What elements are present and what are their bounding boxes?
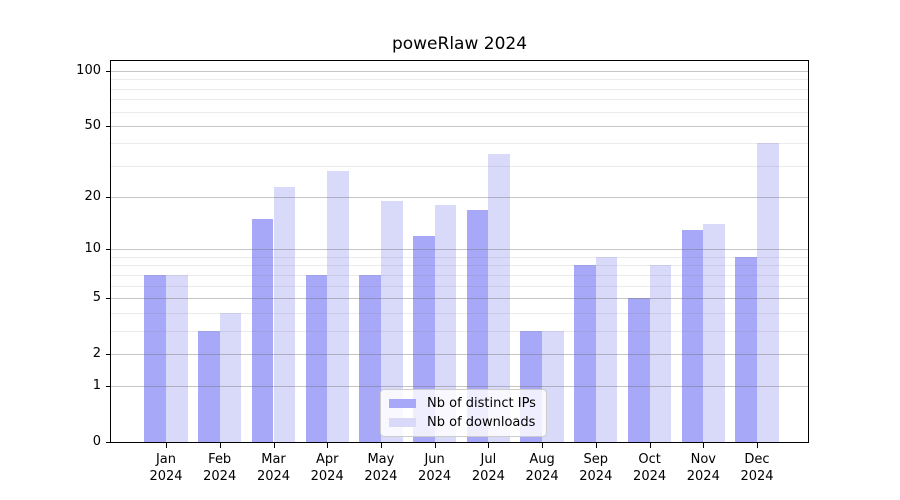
gridline-minor bbox=[111, 265, 808, 267]
bar-downloads bbox=[757, 143, 779, 442]
x-tick-mark bbox=[166, 443, 167, 448]
x-axis-tick-label: Oct 2024 bbox=[633, 452, 667, 484]
bar-distinct-ips bbox=[627, 297, 650, 442]
bar-downloads bbox=[434, 205, 457, 442]
x-axis-tick-label: Feb 2024 bbox=[203, 452, 237, 484]
x-tick-mark bbox=[488, 443, 490, 448]
x-tick-mark bbox=[542, 443, 544, 448]
bar-downloads bbox=[166, 274, 188, 442]
y-axis-tick-label: 2 bbox=[92, 345, 101, 361]
y-axis-tick-label: 100 bbox=[76, 62, 101, 78]
bar-distinct-ips bbox=[359, 274, 381, 442]
plot-area: 100 50 20 10 5 2 1 0 Jan 2024 Feb 2024 Mar 2024 Apr… bbox=[76, 60, 809, 484]
y-tick-mark bbox=[106, 386, 110, 388]
y-axis-tick-label: 20 bbox=[84, 189, 101, 205]
bar-downloads bbox=[488, 153, 511, 442]
gridline-minor bbox=[111, 330, 808, 332]
x-tick-mark bbox=[757, 443, 758, 448]
x-tick-mark bbox=[273, 443, 275, 448]
x-tick-mark bbox=[649, 443, 651, 448]
y-axis-tick-label: 0 bbox=[92, 434, 101, 449]
bar-distinct-ips bbox=[144, 274, 166, 442]
bar-distinct-ips bbox=[574, 265, 596, 442]
chart-title: poweRlaw 2024 bbox=[391, 34, 528, 54]
y-tick-mark bbox=[106, 197, 110, 199]
y-axis-tick-label: 50 bbox=[84, 117, 101, 133]
x-axis-tick-label: Aug 2024 bbox=[525, 452, 559, 484]
gridline-major bbox=[111, 353, 808, 355]
x-tick-mark bbox=[327, 443, 329, 448]
bar-distinct-ips bbox=[198, 330, 220, 442]
legend-entry-downloads: Nb of downloads bbox=[389, 415, 538, 430]
x-axis-tick-label: Jan 2024 bbox=[149, 452, 183, 484]
gridline-minor bbox=[111, 274, 808, 276]
bar-downloads bbox=[542, 330, 564, 442]
y-tick-mark bbox=[106, 297, 110, 299]
x-axis-tick-label: Apr 2024 bbox=[310, 452, 344, 484]
x-axis-tick-label: Sep 2024 bbox=[579, 452, 613, 484]
legend-swatch-downloads bbox=[389, 418, 416, 427]
gridline-minor bbox=[111, 256, 808, 258]
x-tick-mark bbox=[219, 443, 221, 448]
bar-downloads bbox=[703, 224, 725, 442]
gridline-minor bbox=[111, 143, 808, 145]
x-axis-tick-label: Mar 2024 bbox=[256, 452, 291, 484]
gridline-minor bbox=[111, 111, 808, 113]
x-axis-tick-label: May 2024 bbox=[364, 452, 398, 484]
x-axis-tick-label: Jul 2024 bbox=[471, 452, 505, 484]
legend-label-downloads: Nb of downloads bbox=[427, 415, 536, 430]
gridline-major bbox=[111, 125, 808, 127]
y-tick-mark bbox=[106, 125, 110, 127]
bar-distinct-ips bbox=[305, 274, 328, 442]
legend-label-distinct-ips: Nb of distinct IPs bbox=[427, 396, 536, 411]
legend-entry-distinct-ips: Nb of distinct IPs bbox=[389, 396, 538, 411]
x-axis-tick-label: Jun 2024 bbox=[418, 452, 452, 484]
y-axis-tick-label: 10 bbox=[84, 241, 101, 257]
legend-swatch-distinct-ips bbox=[389, 399, 416, 408]
gridline-major bbox=[111, 197, 808, 199]
x-tick-mark bbox=[434, 443, 436, 448]
bar-distinct-ips bbox=[735, 256, 757, 442]
bar-distinct-ips bbox=[466, 209, 489, 442]
x-tick-mark bbox=[380, 443, 382, 448]
gridline-minor bbox=[111, 285, 808, 287]
y-tick-mark bbox=[106, 249, 110, 251]
bar-distinct-ips bbox=[681, 229, 704, 442]
y-tick-mark bbox=[106, 353, 110, 355]
gridline-major bbox=[111, 297, 808, 299]
y-tick-mark bbox=[106, 442, 110, 443]
x-tick-mark bbox=[595, 443, 597, 448]
gridline-major bbox=[111, 249, 808, 251]
bar-downloads bbox=[327, 171, 349, 442]
bar-downloads bbox=[595, 256, 618, 442]
gridline-minor bbox=[111, 312, 808, 314]
y-axis-tick-label: 1 bbox=[92, 378, 101, 394]
bar-distinct-ips bbox=[251, 219, 274, 442]
gridline-minor bbox=[111, 88, 808, 90]
x-tick-mark bbox=[703, 443, 705, 448]
bar-downloads bbox=[649, 265, 672, 442]
gridline-minor bbox=[111, 99, 808, 101]
gridline-major bbox=[111, 386, 808, 388]
gridline-major bbox=[111, 70, 808, 72]
legend: Nb of distinct IPs Nb of downloads bbox=[380, 389, 547, 437]
x-axis-tick-label: Dec 2024 bbox=[740, 452, 774, 484]
y-axis-tick-label: 5 bbox=[92, 289, 101, 305]
y-tick-mark bbox=[106, 70, 110, 72]
x-axis-tick-label: Nov 2024 bbox=[686, 452, 720, 484]
bar-downloads bbox=[219, 312, 242, 442]
bar-downloads bbox=[380, 201, 403, 442]
gridline-minor bbox=[111, 165, 808, 167]
gridline-minor bbox=[111, 79, 808, 81]
bar-downloads bbox=[273, 186, 296, 442]
